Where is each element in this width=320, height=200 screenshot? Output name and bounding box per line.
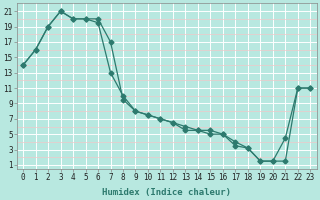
X-axis label: Humidex (Indice chaleur): Humidex (Indice chaleur) [102,188,231,197]
